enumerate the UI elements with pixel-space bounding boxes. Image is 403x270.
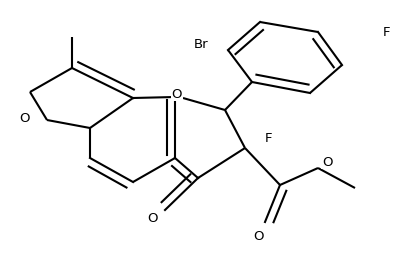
Text: O: O <box>19 112 30 124</box>
Text: O: O <box>322 156 332 168</box>
Text: O: O <box>147 211 158 224</box>
Text: O: O <box>253 230 263 243</box>
Text: Br: Br <box>193 39 208 52</box>
Text: O: O <box>172 87 182 100</box>
Text: F: F <box>265 131 272 144</box>
Text: F: F <box>382 25 390 39</box>
